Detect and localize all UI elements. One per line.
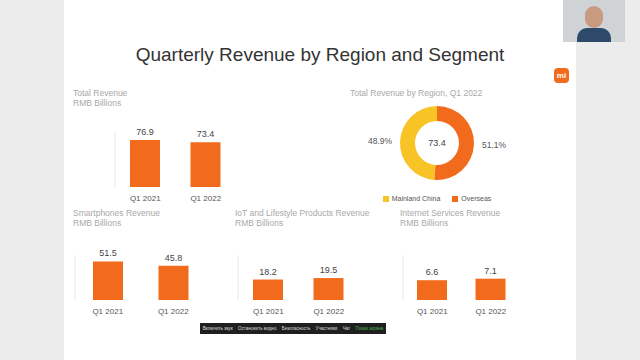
html-text:RMB Billions: RMB Billions — [73, 98, 122, 108]
html-text:Показ экрана: Показ экрана — [355, 326, 384, 331]
svg-text:Q1 2022: Q1 2022 — [158, 307, 189, 316]
svg-text:51.5: 51.5 — [99, 248, 117, 258]
html-text:mi: mi — [556, 71, 567, 80]
html-text:RMB Billions: RMB Billions — [400, 218, 449, 228]
html-text:Остановить видео: Остановить видео — [238, 326, 277, 331]
svg-text:45.8: 45.8 — [165, 253, 183, 263]
svg-text:51.1%: 51.1% — [482, 140, 507, 150]
html-text:Overseas: Overseas — [461, 195, 492, 202]
svg-text:48.9%: 48.9% — [368, 136, 393, 146]
html-text:Включить звук: Включить звук — [202, 326, 233, 331]
html-text:Mainland China: Mainland China — [391, 195, 441, 202]
html-text:Quarterly Revenue by Region an: Quarterly Revenue by Region and Segment — [135, 44, 505, 65]
html-text:Чат: Чат — [342, 326, 351, 331]
html-text:Total Revenue: Total Revenue — [73, 88, 128, 98]
svg-text:Q1 2022: Q1 2022 — [190, 194, 221, 203]
svg-text:Q1 2021: Q1 2021 — [130, 194, 161, 203]
html-text:Total Revenue by Region, Q1 20: Total Revenue by Region, Q1 2022 — [350, 88, 483, 98]
svg-text:76.9: 76.9 — [136, 127, 154, 137]
html-text:Internet Services Revenue: Internet Services Revenue — [400, 208, 501, 218]
svg-text:Q1 2021: Q1 2021 — [92, 307, 123, 316]
svg-text:7.1: 7.1 — [484, 266, 497, 276]
html-text:IoT and Lifestyle Products Rev: IoT and Lifestyle Products Revenue — [235, 208, 370, 218]
svg-text:19.5: 19.5 — [320, 265, 338, 275]
svg-text:Q1 2022: Q1 2022 — [313, 307, 344, 316]
html-text:RMB Billions: RMB Billions — [235, 218, 284, 228]
html-text:Безопасность: Безопасность — [281, 326, 311, 331]
svg-text:Q1 2022: Q1 2022 — [475, 307, 506, 316]
svg-text:Q1 2021: Q1 2021 — [253, 307, 284, 316]
html-text:73.4: 73.4 — [428, 138, 446, 148]
html-text:Участники: Участники — [315, 326, 338, 331]
svg-text:18.2: 18.2 — [259, 267, 277, 277]
svg-text:6.6: 6.6 — [426, 267, 439, 277]
svg-text:Q1 2021: Q1 2021 — [417, 307, 448, 316]
svg-text:73.4: 73.4 — [197, 129, 215, 139]
html-text:Smartphones Revenue: Smartphones Revenue — [73, 208, 160, 218]
html-text:RMB Billions: RMB Billions — [73, 218, 122, 228]
